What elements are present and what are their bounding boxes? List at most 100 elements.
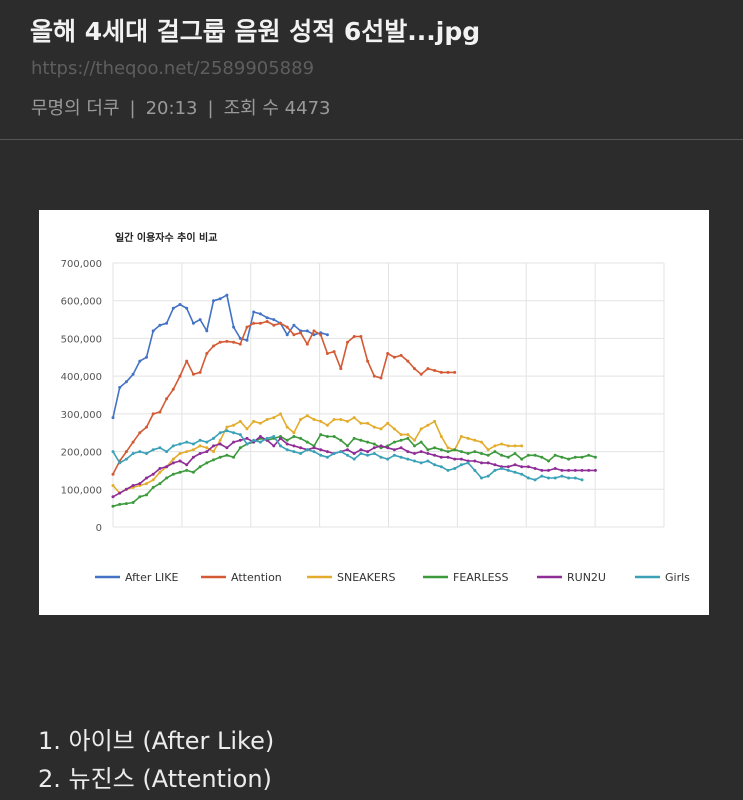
data-point <box>319 448 323 452</box>
data-point <box>145 493 148 497</box>
legend-item: Attention <box>201 571 282 584</box>
data-point <box>124 502 128 506</box>
data-point <box>138 482 142 486</box>
data-point <box>205 352 209 355</box>
data-point <box>426 423 430 427</box>
data-point <box>513 444 517 448</box>
data-point <box>332 350 336 354</box>
data-point <box>238 446 242 450</box>
data-point <box>352 416 356 420</box>
data-point <box>500 442 504 446</box>
data-point <box>279 444 282 448</box>
data-point <box>252 419 256 423</box>
legend-label: Girls <box>665 571 690 584</box>
chart-image: 일간 이용자수 추이 비교 700,000 600,000 500,000 400,0… <box>39 210 709 615</box>
data-point <box>232 440 236 444</box>
data-point <box>158 470 162 474</box>
author-name[interactable]: 무명의 더쿠 <box>31 98 120 119</box>
y-tick-label: 100,000 <box>61 485 102 496</box>
data-point <box>124 457 128 461</box>
data-point <box>151 485 155 489</box>
data-point <box>245 338 249 342</box>
data-point <box>406 436 410 440</box>
data-point <box>446 455 450 459</box>
post-url[interactable]: https://theqoo.net/2589905889 <box>31 58 315 79</box>
legend-item: SNEAKERS <box>307 571 395 584</box>
data-point <box>433 446 437 450</box>
data-point <box>238 438 242 442</box>
data-point <box>272 435 276 438</box>
data-point <box>124 450 128 454</box>
data-point <box>366 440 370 444</box>
data-point <box>218 442 222 446</box>
data-point <box>245 442 249 446</box>
data-point <box>319 419 323 423</box>
data-point <box>265 418 269 421</box>
data-point <box>191 470 195 474</box>
data-point <box>138 431 142 435</box>
data-point <box>292 323 296 327</box>
data-point <box>413 452 416 455</box>
data-point <box>439 448 443 452</box>
data-point <box>379 455 383 459</box>
data-point <box>124 487 128 491</box>
data-point <box>587 468 591 472</box>
data-point <box>473 438 477 442</box>
data-point <box>111 472 115 476</box>
data-point <box>165 465 169 469</box>
data-point <box>218 431 222 435</box>
data-point <box>185 463 189 467</box>
data-point <box>238 433 242 437</box>
data-point <box>178 442 182 446</box>
chart-legend: After LIKE Attention SNEAKERS FEARLESS RUN2U… <box>95 571 690 584</box>
data-point <box>526 476 530 480</box>
series-group <box>111 293 329 420</box>
data-point <box>433 453 437 457</box>
data-point <box>513 452 517 455</box>
data-point <box>446 446 450 450</box>
data-point <box>258 435 262 438</box>
data-point <box>292 435 296 438</box>
data-point <box>232 340 236 344</box>
legend-item: Girls <box>635 571 690 584</box>
data-point <box>500 453 504 457</box>
data-point <box>379 444 383 448</box>
data-point <box>225 425 229 429</box>
data-point <box>292 444 296 448</box>
data-point <box>232 325 236 329</box>
data-point <box>158 323 162 327</box>
data-point <box>325 333 329 337</box>
y-tick-label: 0 <box>96 523 102 534</box>
data-point <box>593 455 597 459</box>
data-point <box>459 435 463 438</box>
data-point <box>500 467 504 470</box>
data-point <box>279 436 282 440</box>
post-time: 20:13 <box>145 98 198 119</box>
data-point <box>232 423 236 427</box>
data-point <box>205 329 209 333</box>
data-point <box>486 453 490 457</box>
data-point <box>433 419 437 423</box>
data-point <box>573 455 577 459</box>
data-point <box>513 470 517 474</box>
data-point <box>312 450 316 454</box>
data-point <box>413 438 416 442</box>
data-point <box>285 448 289 452</box>
data-point <box>346 340 349 344</box>
data-point <box>433 463 437 467</box>
data-point <box>118 502 122 506</box>
data-point <box>165 397 169 401</box>
data-point <box>225 453 229 457</box>
data-point <box>526 465 530 469</box>
data-point <box>506 444 510 448</box>
data-point <box>218 455 222 459</box>
data-point <box>399 455 403 459</box>
data-point <box>480 452 483 455</box>
data-point <box>366 421 370 425</box>
line-chart: 일간 이용자수 추이 비교 700,000 600,000 500,000 400,0… <box>61 231 691 584</box>
data-point <box>413 459 416 463</box>
data-point <box>145 355 148 359</box>
data-point <box>339 450 343 454</box>
y-tick-label: 400,000 <box>61 372 102 383</box>
data-point <box>580 468 584 472</box>
